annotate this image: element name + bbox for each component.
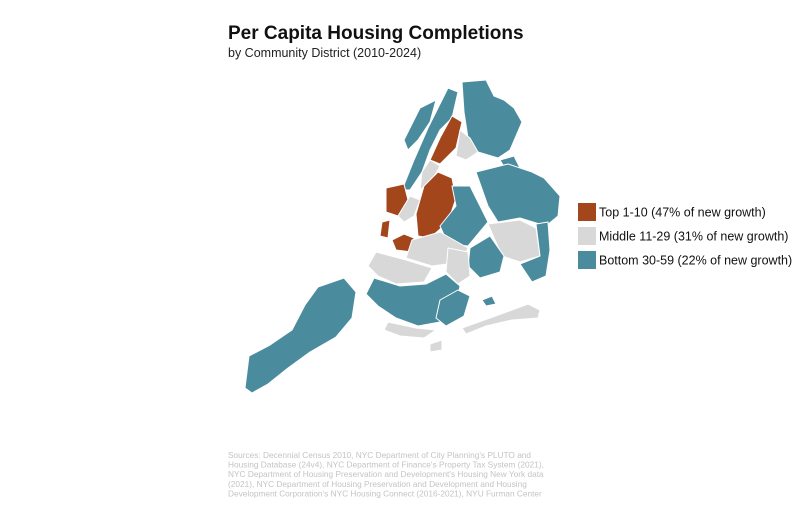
district [445, 247, 471, 285]
district [419, 159, 441, 191]
title: Per Capita Housing Completions [228, 23, 524, 44]
legend-label: Bottom 30-59 (22% of new growth) [599, 253, 792, 267]
district [439, 185, 489, 247]
legend-label: Top 1-10 (47% of new growth) [599, 205, 766, 219]
district [519, 221, 551, 283]
district [475, 163, 561, 227]
legend-swatch [578, 251, 596, 269]
district [481, 295, 497, 307]
district [367, 251, 433, 285]
district [455, 129, 479, 161]
district [429, 339, 443, 353]
district [244, 277, 357, 394]
source-line: NYC Department of Housing Preservation a… [228, 469, 544, 479]
district [379, 219, 391, 239]
legend-label: Middle 11-29 (31% of new growth) [599, 229, 788, 243]
district [383, 321, 437, 339]
source-line: Sources: Decennial Census 2010, NYC Depa… [228, 450, 531, 460]
district [429, 115, 463, 165]
subtitle: by Community District (2010-2024) [228, 46, 421, 60]
district [401, 87, 459, 191]
district [435, 289, 471, 327]
district [403, 99, 437, 151]
legend-swatch [578, 227, 596, 245]
map [244, 79, 561, 394]
district [397, 195, 421, 223]
sources: Sources: Decennial Census 2010, NYC Depa… [228, 450, 544, 498]
district [461, 79, 523, 159]
legend-swatch [578, 203, 596, 221]
source-line: Development Corporation's NYC Housing Co… [228, 488, 542, 498]
source-line: (2021), NYC Department of Housing Preser… [228, 479, 527, 489]
district [461, 303, 541, 335]
source-line: Housing Database (24v4), NYC Department … [228, 460, 544, 470]
legend: Top 1-10 (47% of new growth) Middle 11-29… [578, 203, 792, 269]
